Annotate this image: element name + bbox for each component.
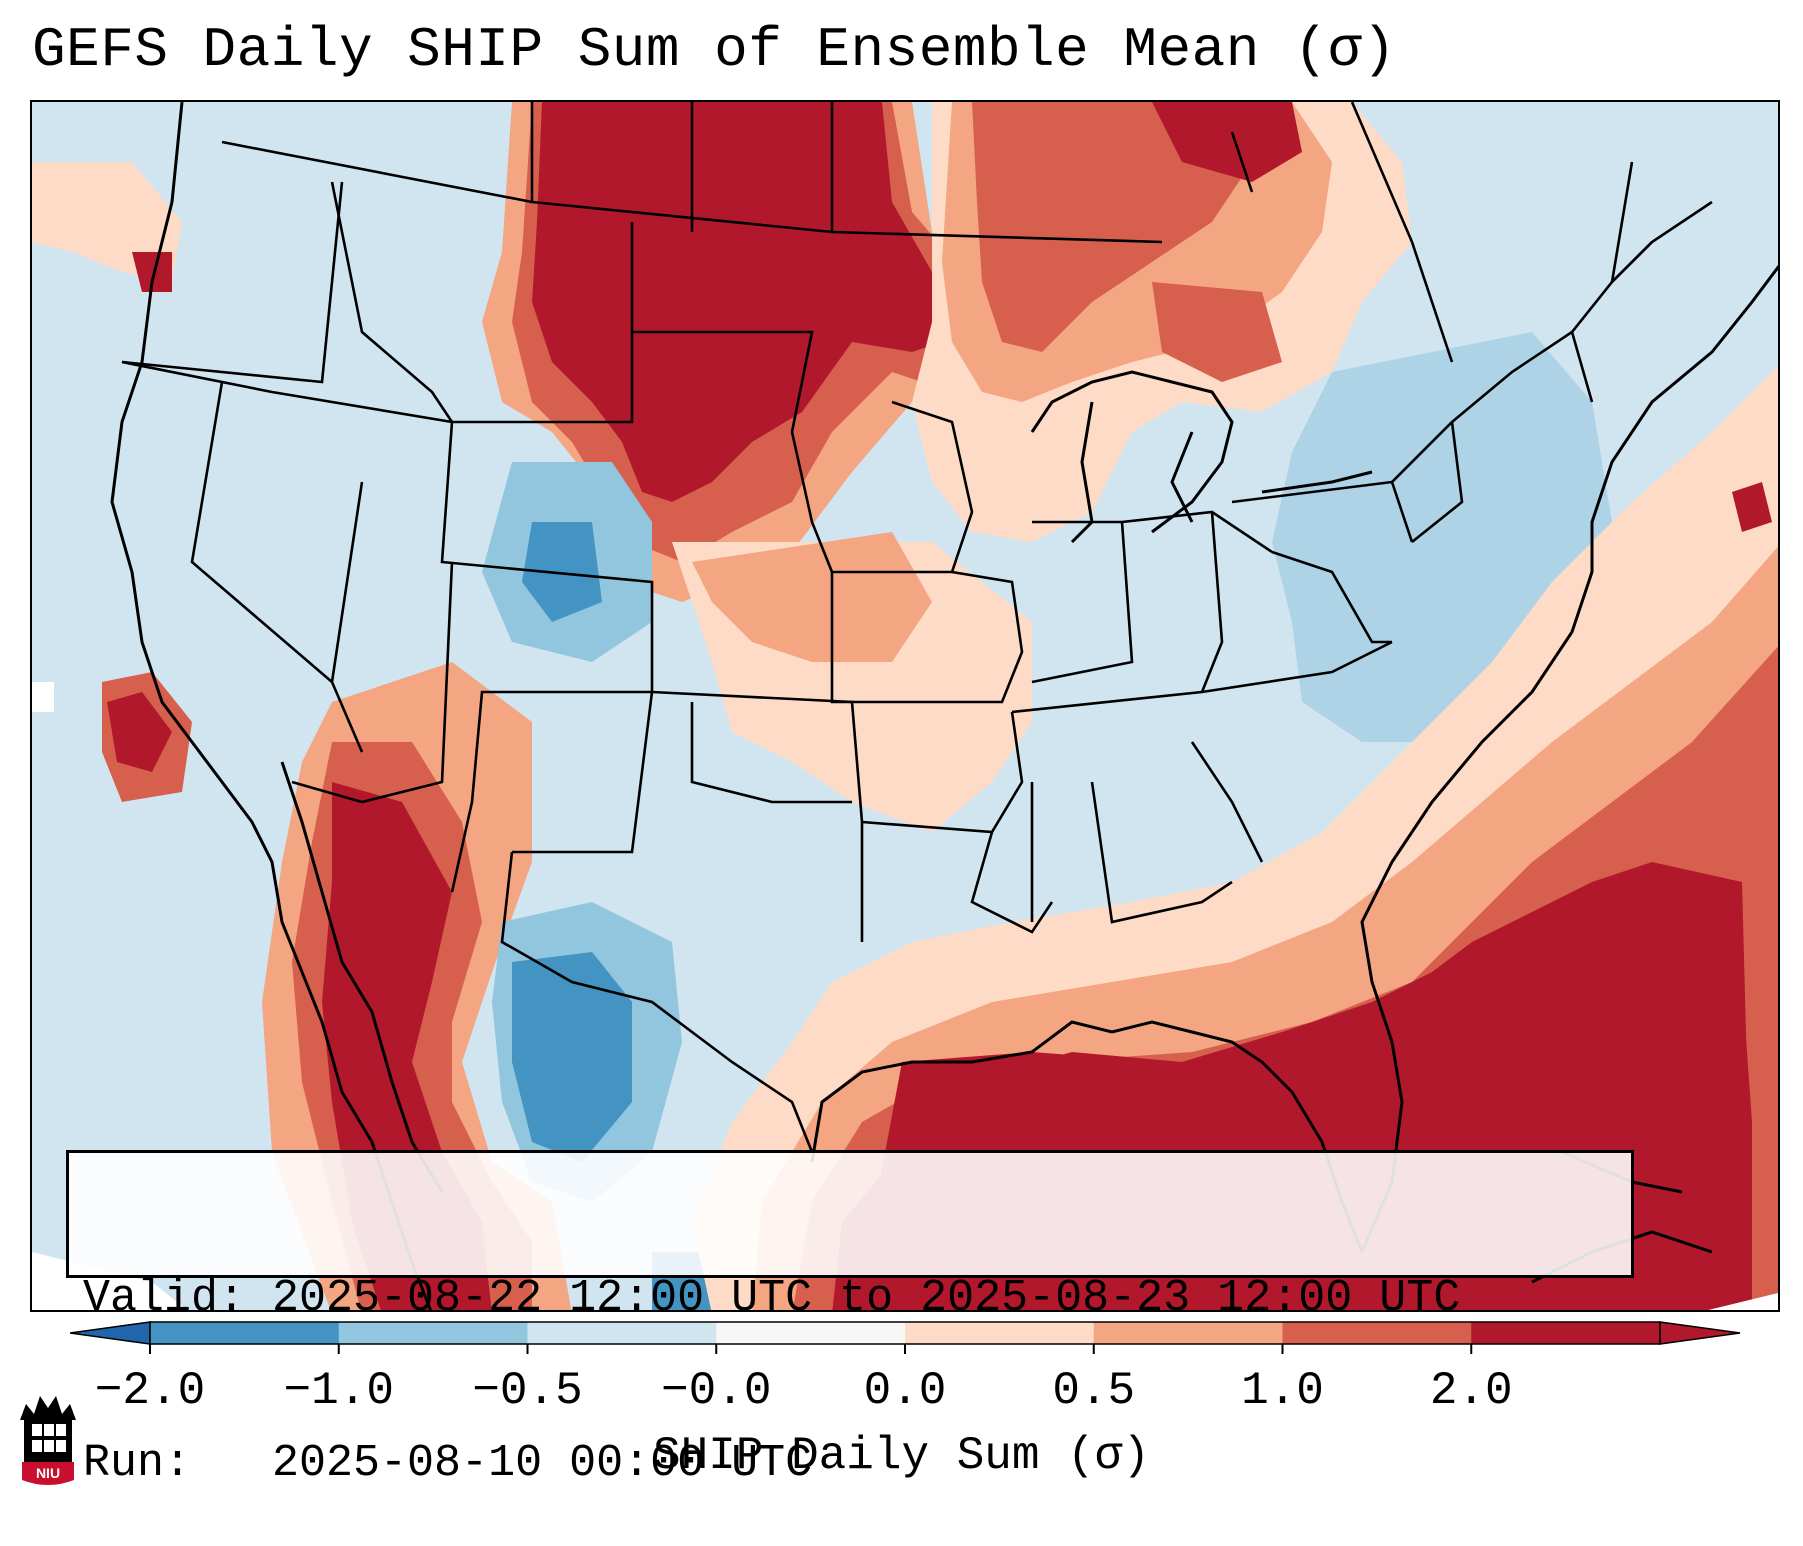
colorbar-segment: [150, 1322, 340, 1344]
colorbar-label: SHIP Daily Sum (σ): [653, 1430, 1150, 1482]
colorbar: [70, 1321, 1741, 1354]
niu-logo: NIU: [20, 1396, 76, 1485]
colorbar-segment: [1282, 1322, 1472, 1344]
colorbar-tick-label: 0.0: [863, 1365, 947, 1417]
ship-anomaly-map: [32, 102, 1778, 1310]
colorbar-segment: [338, 1322, 528, 1344]
colorbar-underflow-arrow: [70, 1321, 151, 1345]
valid-run-info-box: Valid: 2025-08-22 12:00 UTC to 2025-08-2…: [66, 1150, 1634, 1489]
plains-strong-anomaly: [532, 102, 972, 502]
colorbar-segment: [716, 1322, 906, 1344]
colorbar-tick-label: 0.5: [1052, 1365, 1136, 1417]
run-time-text: Run: 2025-08-10 00:00 UTC: [83, 1438, 813, 1489]
niu-logo-text: NIU: [36, 1465, 60, 1481]
colorbar-tick-label: 1.0: [1241, 1365, 1324, 1417]
colorbar-segment: [905, 1322, 1095, 1344]
colorbar-segment: [1471, 1322, 1661, 1344]
colorbar-tick-label: 2.0: [1429, 1365, 1513, 1417]
page-title: GEFS Daily SHIP Sum of Ensemble Mean (σ): [32, 18, 1397, 82]
colorbar-segment: [527, 1322, 717, 1344]
colorbar-tick-label: −1.0: [283, 1365, 394, 1417]
colorbar-segment: [1093, 1322, 1283, 1344]
map-panel: [30, 100, 1780, 1312]
colorbar-tick-label: −0.0: [661, 1365, 772, 1417]
valid-time-text: Valid: 2025-08-22 12:00 UTC to 2025-08-2…: [83, 1273, 1461, 1324]
colorbar-tick-label: −0.5: [472, 1365, 583, 1417]
colorbar-overflow-arrow: [1659, 1321, 1741, 1345]
colorbar-tick-label: −2.0: [94, 1365, 206, 1417]
political-boundaries: [121, 102, 1713, 1153]
